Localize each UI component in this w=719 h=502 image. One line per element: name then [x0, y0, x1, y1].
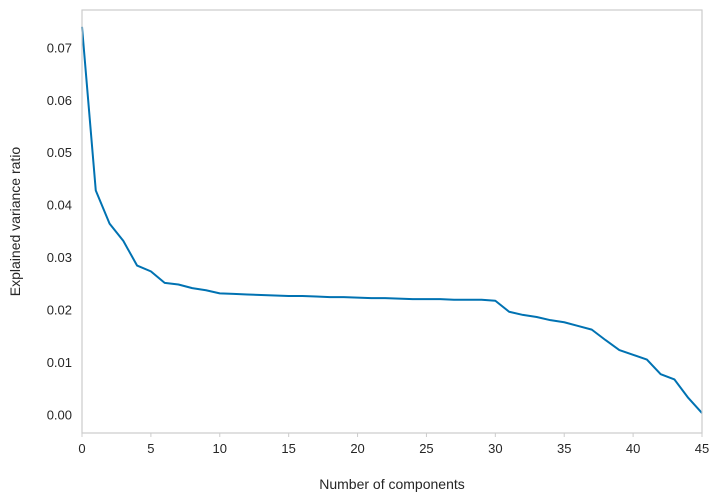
data-point [467, 299, 468, 300]
data-point [688, 397, 689, 398]
x-tick-label: 30 [488, 441, 502, 456]
x-tick-label: 20 [350, 441, 364, 456]
y-tick-label: 0.05 [47, 145, 72, 160]
x-tick-label: 45 [695, 441, 709, 456]
x-tick-label: 10 [213, 441, 227, 456]
y-tick-label: 0.06 [47, 93, 72, 108]
data-point [674, 379, 675, 380]
data-point [481, 299, 482, 300]
x-axis: 0 5 10 15 20 25 30 35 40 45 [78, 433, 709, 456]
y-tick-label: 0.00 [47, 408, 72, 423]
data-point [633, 354, 634, 355]
data-point [426, 299, 427, 300]
data-point [274, 295, 275, 296]
data-point [178, 284, 179, 285]
data-point [343, 296, 344, 297]
data-point [495, 300, 496, 301]
data-point [150, 271, 151, 272]
y-tick-label: 0.07 [47, 40, 72, 55]
x-tick-label: 15 [281, 441, 295, 456]
data-point [385, 298, 386, 299]
y-tick-label: 0.03 [47, 250, 72, 265]
data-point [261, 294, 262, 295]
series-layer [81, 26, 703, 414]
data-point [95, 190, 96, 191]
data-point [316, 296, 317, 297]
data-point [247, 294, 248, 295]
data-point [550, 320, 551, 321]
y-axis-label: Explained variance ratio [7, 147, 23, 297]
x-tick-label: 0 [78, 441, 85, 456]
data-point [522, 314, 523, 315]
data-point [440, 299, 441, 300]
y-tick-label: 0.04 [47, 198, 72, 213]
data-point [619, 349, 620, 350]
data-point [660, 374, 661, 375]
data-point [123, 240, 124, 241]
x-tick-label: 25 [419, 441, 433, 456]
data-point [205, 290, 206, 291]
data-point [219, 293, 220, 294]
data-point [564, 322, 565, 323]
data-point [646, 359, 647, 360]
series-line [81, 26, 703, 414]
data-point [109, 223, 110, 224]
y-tick-label: 0.01 [47, 355, 72, 370]
data-point [577, 325, 578, 326]
data-point [137, 265, 138, 266]
y-axis: 0.00 0.01 0.02 0.03 0.04 0.05 0.06 0.07 [47, 40, 72, 422]
y-tick-label: 0.02 [47, 303, 72, 318]
x-axis-label: Number of components [319, 476, 465, 492]
data-point [329, 296, 330, 297]
data-point [302, 295, 303, 296]
data-point [536, 316, 537, 317]
plot-area [82, 10, 702, 433]
x-tick-label: 40 [626, 441, 640, 456]
x-tick-label: 35 [557, 441, 571, 456]
data-point [412, 299, 413, 300]
data-point [164, 282, 165, 283]
data-point [398, 298, 399, 299]
data-point [192, 288, 193, 289]
x-tick-label: 5 [147, 441, 154, 456]
data-point [288, 295, 289, 296]
data-point [233, 293, 234, 294]
data-point [509, 311, 510, 312]
data-point [605, 340, 606, 341]
data-point [357, 297, 358, 298]
plot-frame [81, 9, 703, 434]
data-point [591, 329, 592, 330]
data-point [371, 298, 372, 299]
data-point [453, 299, 454, 300]
